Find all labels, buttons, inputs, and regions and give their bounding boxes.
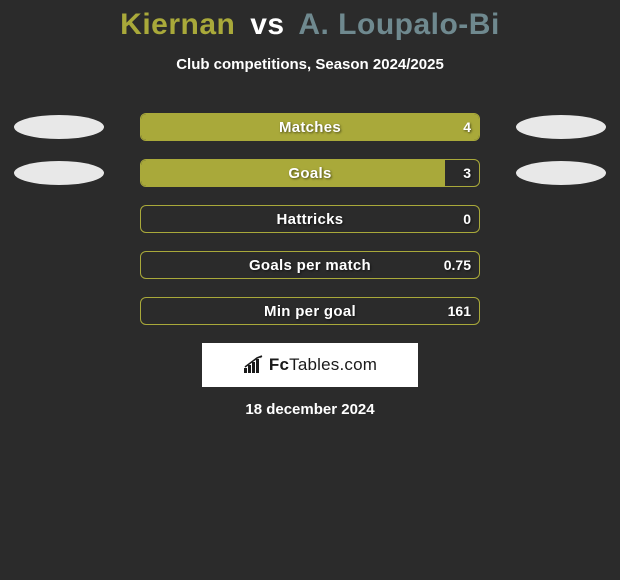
stat-label: Goals <box>141 160 479 186</box>
bar-chart-icon <box>243 355 265 375</box>
stat-bar-track: Min per goal 161 <box>140 297 480 325</box>
stat-rows: Matches 4 Goals 3 Hattricks 0 <box>0 113 620 325</box>
left-marker-ellipse <box>14 161 104 185</box>
stat-row: Goals 3 <box>0 159 620 187</box>
brand-logo: FcTables.com <box>202 343 418 387</box>
card-title: Kiernan vs A. Loupalo-Bi <box>0 8 620 42</box>
card-date: 18 december 2024 <box>0 401 620 418</box>
brand-text: FcTables.com <box>269 355 377 375</box>
stat-bar-track: Matches 4 <box>140 113 480 141</box>
vs-text: vs <box>250 8 284 41</box>
stat-row: Goals per match 0.75 <box>0 251 620 279</box>
stat-value: 0.75 <box>444 252 471 278</box>
comparison-card: Kiernan vs A. Loupalo-Bi Club competitio… <box>0 0 620 418</box>
stat-value: 161 <box>448 298 471 324</box>
brand-text-prefix: Fc <box>269 355 289 374</box>
player-a-name: Kiernan <box>120 8 235 41</box>
stat-bar-track: Hattricks 0 <box>140 205 480 233</box>
stat-value: 4 <box>463 114 471 140</box>
stat-row: Hattricks 0 <box>0 205 620 233</box>
right-marker-ellipse <box>516 161 606 185</box>
stat-bar-track: Goals 3 <box>140 159 480 187</box>
stat-label: Matches <box>141 114 479 140</box>
stat-row: Matches 4 <box>0 113 620 141</box>
stat-value: 0 <box>463 206 471 232</box>
stat-label: Min per goal <box>141 298 479 324</box>
left-marker-ellipse <box>14 115 104 139</box>
player-b-name: A. Loupalo-Bi <box>298 8 499 41</box>
stat-row: Min per goal 161 <box>0 297 620 325</box>
stat-bar-track: Goals per match 0.75 <box>140 251 480 279</box>
brand-text-suffix: Tables.com <box>289 355 377 374</box>
stat-value: 3 <box>463 160 471 186</box>
card-subtitle: Club competitions, Season 2024/2025 <box>0 56 620 73</box>
stat-label: Goals per match <box>141 252 479 278</box>
right-marker-ellipse <box>516 115 606 139</box>
stat-label: Hattricks <box>141 206 479 232</box>
